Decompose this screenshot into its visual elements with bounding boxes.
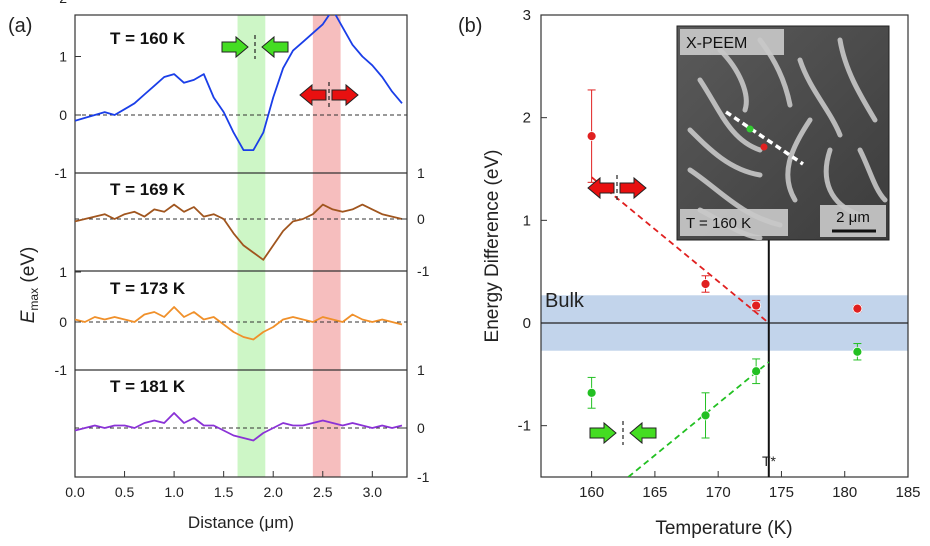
- inward-arrows-icon: [221, 35, 289, 59]
- y-tick-label: 1: [59, 49, 67, 65]
- data-point: [852, 303, 863, 314]
- x-tick-label: 1.0: [164, 484, 184, 500]
- panel-a-ticks: 2 1 0 -1 1 0 -1 1 0 -1 1 0 -1 0.0 0.5 1.0 1.5 2.0 2.5 3.0: [55, 0, 430, 500]
- zero-lines: [75, 114, 407, 429]
- y-tick-label: 0: [59, 314, 67, 330]
- domain-texture: [687, 37, 888, 240]
- x-tick-label: 1.5: [214, 484, 234, 500]
- data-point: [700, 410, 711, 421]
- data-point: [751, 300, 762, 311]
- panel-a-label: (a): [8, 15, 32, 37]
- bulk-label: Bulk: [545, 290, 585, 312]
- panel-b-ylabel: Energy Difference (eV): [482, 150, 503, 343]
- green-marker: [746, 125, 754, 133]
- y-tick-label: 0: [417, 211, 425, 227]
- panel-b-plot: [541, 89, 908, 477]
- red-band: [312, 15, 341, 477]
- x-tick-label: 2.5: [313, 484, 333, 500]
- y-tick-label: 1: [59, 264, 67, 280]
- x-tick-label: 180: [832, 484, 857, 501]
- outward-arrows-icon: [587, 175, 647, 201]
- series-line: [75, 306, 403, 341]
- y-tick-label: -1: [417, 263, 430, 279]
- series-line: [75, 203, 403, 261]
- data-point: [751, 366, 762, 377]
- y-tick-label: 1: [417, 165, 425, 181]
- data-point: [700, 279, 711, 289]
- panel-a-xlabel: Distance (μm): [188, 513, 294, 532]
- x-tick-label: 185: [895, 484, 920, 501]
- fit-line: [591, 176, 770, 324]
- y-tick-label: -1: [417, 469, 430, 485]
- y-tick-label: -1: [55, 362, 68, 378]
- series-line: [75, 15, 403, 152]
- y-tick-label: 0: [417, 420, 425, 436]
- data-point: [852, 346, 863, 357]
- subplot-title-160: T = 160 K: [110, 29, 186, 48]
- panel-b-frame: [540, 14, 909, 478]
- x-tick-label: 3.0: [363, 484, 383, 500]
- y-tick-label: 1: [523, 212, 531, 229]
- y-tick-label: 2: [59, 0, 67, 6]
- y-tick-label: 2: [523, 110, 531, 127]
- panel-a-ylabel: Emax (eV): [18, 247, 41, 324]
- inset-temperature: T = 160 K: [686, 215, 751, 232]
- profile-line: [725, 110, 804, 166]
- profile-lines: [75, 15, 403, 442]
- x-tick-label: 170: [706, 484, 731, 501]
- xpeem-inset: X-PEEM T = 160 K 2 μm: [676, 25, 890, 241]
- subplot-title-169: T = 169 K: [110, 180, 186, 199]
- x-tick-label: 0.0: [65, 484, 85, 500]
- green-band: [237, 15, 266, 477]
- series-line: [75, 412, 403, 442]
- x-tick-label: 0.5: [115, 484, 135, 500]
- x-tick-label: 2.0: [263, 484, 283, 500]
- x-tick-label: 165: [642, 484, 667, 501]
- panel-a-frame: [74, 14, 408, 478]
- y-tick-label: 1: [417, 362, 425, 378]
- panel-b-label: (b): [458, 15, 482, 37]
- y-tick-label: -1: [518, 418, 531, 435]
- subplot-title-181: T = 181 K: [110, 377, 186, 396]
- data-point: [586, 387, 597, 398]
- panel-b-xlabel: Temperature (K): [655, 518, 792, 539]
- data-point: [586, 131, 597, 142]
- outward-arrows-icon: [299, 82, 359, 108]
- x-tick-label: 175: [769, 484, 794, 501]
- inset-scale-label: 2 μm: [836, 209, 870, 226]
- y-tick-label: -1: [55, 165, 68, 181]
- red-marker: [760, 143, 768, 151]
- panel-b-ticks: 160 165 170 175 180 185 3 2 1 0 -1: [518, 7, 921, 501]
- y-tick-label: 0: [59, 107, 67, 123]
- x-tick-label: 160: [579, 484, 604, 501]
- y-tick-label: 3: [523, 7, 531, 24]
- subplot-title-173: T = 173 K: [110, 279, 186, 298]
- inward-arrows-icon: [589, 421, 657, 445]
- fit-line: [627, 361, 770, 477]
- y-tick-label: 0: [523, 315, 531, 332]
- highlight-bands: [237, 15, 341, 477]
- tstar-label: T*: [762, 453, 777, 469]
- inset-title: X-PEEM: [686, 35, 747, 52]
